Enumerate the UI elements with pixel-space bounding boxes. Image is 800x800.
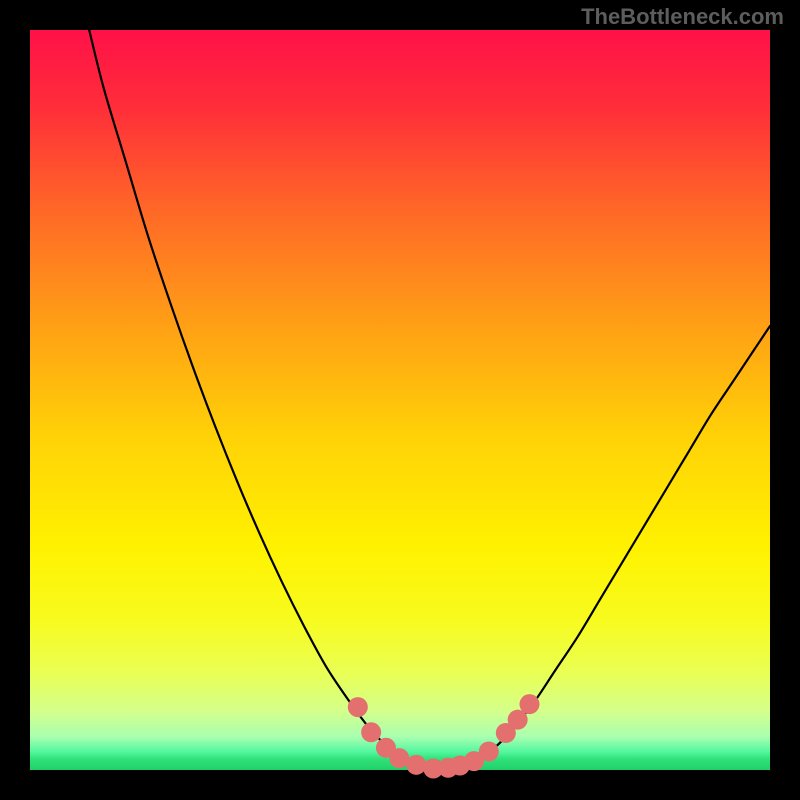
watermark-text: TheBottleneck.com (581, 4, 784, 30)
bottleneck-chart (0, 0, 800, 800)
sweet-spot-marker (348, 697, 368, 717)
sweet-spot-marker (406, 755, 426, 775)
sweet-spot-marker (389, 748, 409, 768)
sweet-spot-marker (361, 722, 381, 742)
chart-gradient-background (30, 30, 770, 770)
sweet-spot-marker (520, 694, 540, 714)
chart-container: TheBottleneck.com (0, 0, 800, 800)
sweet-spot-marker (479, 742, 499, 762)
